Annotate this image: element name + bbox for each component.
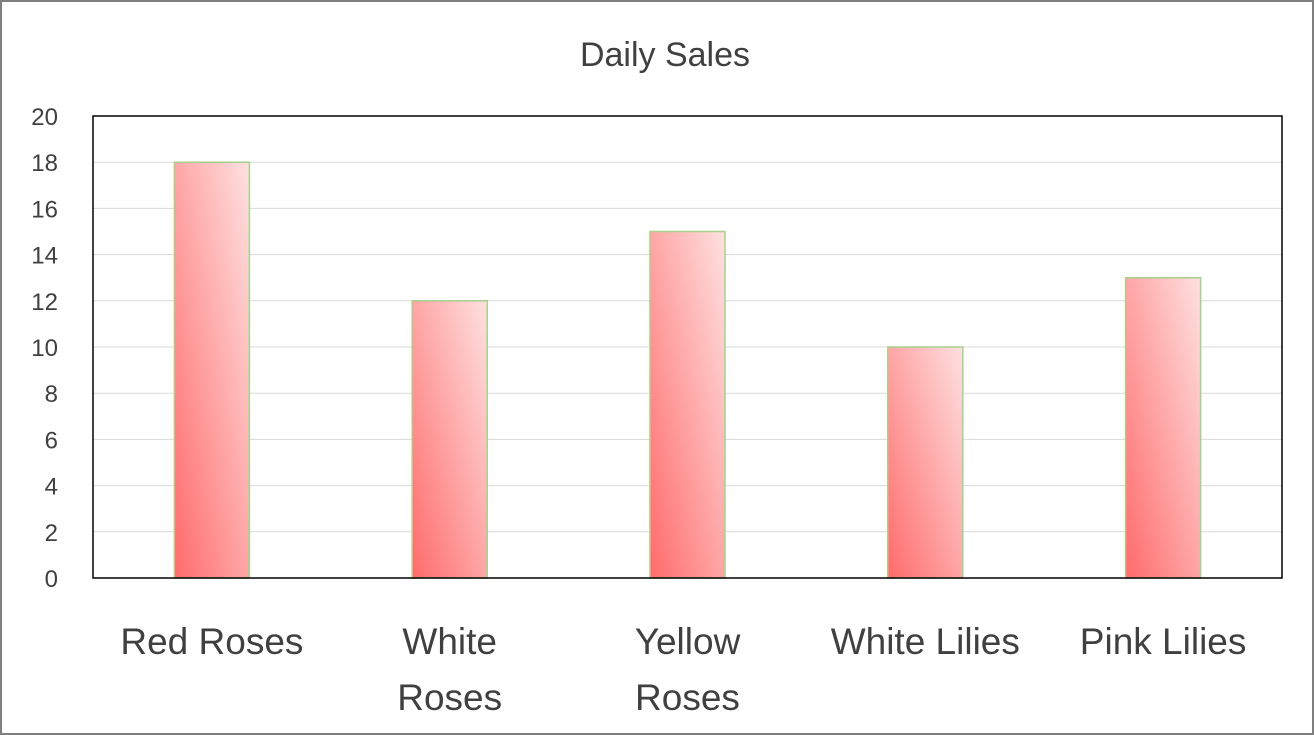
x-tick-label-line: Roses [635,677,740,718]
y-axis-ticks: 0 2 4 6 8 10 12 14 16 18 20 [31,104,58,593]
x-tick-label-line: Roses [397,677,502,718]
y-tick-label: 18 [31,150,58,177]
bar [649,230,726,579]
chart-title: Daily Sales [580,36,750,74]
x-tick-label: White Lilies [831,621,1020,662]
y-tick-label: 20 [31,104,58,131]
x-tick-label: White Roses [397,621,502,718]
y-tick-label: 10 [31,335,58,362]
bar [887,346,964,579]
y-tick-label: 16 [31,196,58,223]
x-tick-label-line: Pink Lilies [1080,621,1247,662]
x-tick-label: Pink Lilies [1080,621,1247,662]
x-axis-ticks: Red Roses White Roses Yellow Roses White Lili… [120,621,1246,718]
bar [1124,276,1202,579]
y-tick-label: 8 [45,381,58,408]
x-tick-label-line: Red Roses [120,621,303,662]
y-tick-label: 12 [31,289,58,316]
x-tick-label-line: Yellow [635,621,741,662]
y-tick-label: 6 [45,427,58,454]
bar [173,161,251,579]
y-tick-label: 2 [45,520,58,547]
y-tick-label: 14 [31,243,58,270]
y-tick-label: 4 [45,474,58,501]
y-tick-label: 0 [45,566,58,593]
x-tick-label-line: White Lilies [831,621,1020,662]
plot-area-border [92,115,1283,579]
x-tick-label-line: White [402,621,497,662]
x-tick-label: Red Roses [120,621,303,662]
x-tick-label: Yellow Roses [635,621,741,718]
bars [173,161,1202,579]
bar [411,300,488,579]
